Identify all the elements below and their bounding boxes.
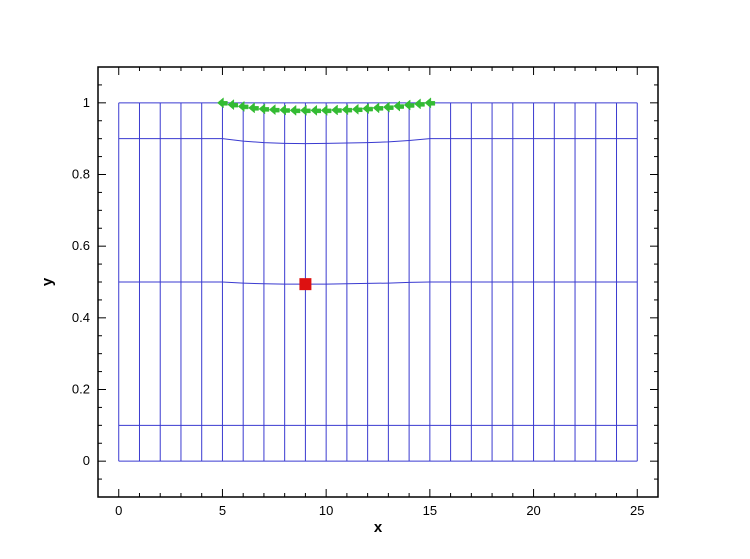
y-tick-label: 1 <box>83 95 90 110</box>
arrow-marker <box>362 103 373 115</box>
x-tick-label: 10 <box>319 503 333 518</box>
mesh-horizontal-line <box>118 138 638 145</box>
arrow-marker <box>217 97 228 109</box>
arrow-marker <box>414 98 425 110</box>
mesh-grid <box>118 102 638 462</box>
y-tick-label: 0.2 <box>72 382 90 397</box>
x-axis: 0 5 10 15 20 25 <box>97 67 659 518</box>
arrow-marker <box>403 99 415 111</box>
square-marker <box>299 278 312 291</box>
arrow-marker <box>300 104 311 116</box>
arrow-marker <box>310 104 322 116</box>
arrow-marker <box>372 102 384 114</box>
x-tick-label: 0 <box>115 503 122 518</box>
y-tick-label: 0.6 <box>72 238 90 253</box>
y-tick-label: 0 <box>83 453 90 468</box>
arrow-marker <box>258 103 270 115</box>
arrow-marker <box>320 104 332 116</box>
arrow-marker <box>268 104 280 116</box>
x-tick-label: 25 <box>630 503 644 518</box>
x-axis-label: x <box>374 519 383 536</box>
y-axis: 0 0.2 0.4 0.6 0.8 1 <box>72 66 658 498</box>
y-axis-label: y <box>39 277 56 286</box>
x-tick-label: 5 <box>219 503 226 518</box>
y-tick-label: 0.4 <box>72 310 90 325</box>
arrow-marker <box>424 97 436 109</box>
arrow-marker <box>341 104 353 116</box>
arrow-marker <box>279 104 290 116</box>
arrow-marker <box>351 103 363 115</box>
arrow-marker <box>393 100 404 112</box>
arrow-marker <box>237 100 249 112</box>
mesh-horizontal-line <box>118 281 638 285</box>
x-tick-label: 20 <box>526 503 540 518</box>
arrow-marker <box>289 104 301 116</box>
arrow-marker <box>248 102 259 114</box>
series-layer <box>217 97 436 291</box>
arrow-marker <box>382 101 394 113</box>
y-tick-label: 0.8 <box>72 167 90 182</box>
arrow-marker <box>227 99 239 111</box>
x-tick-label: 15 <box>423 503 437 518</box>
arrow-marker <box>331 104 342 116</box>
